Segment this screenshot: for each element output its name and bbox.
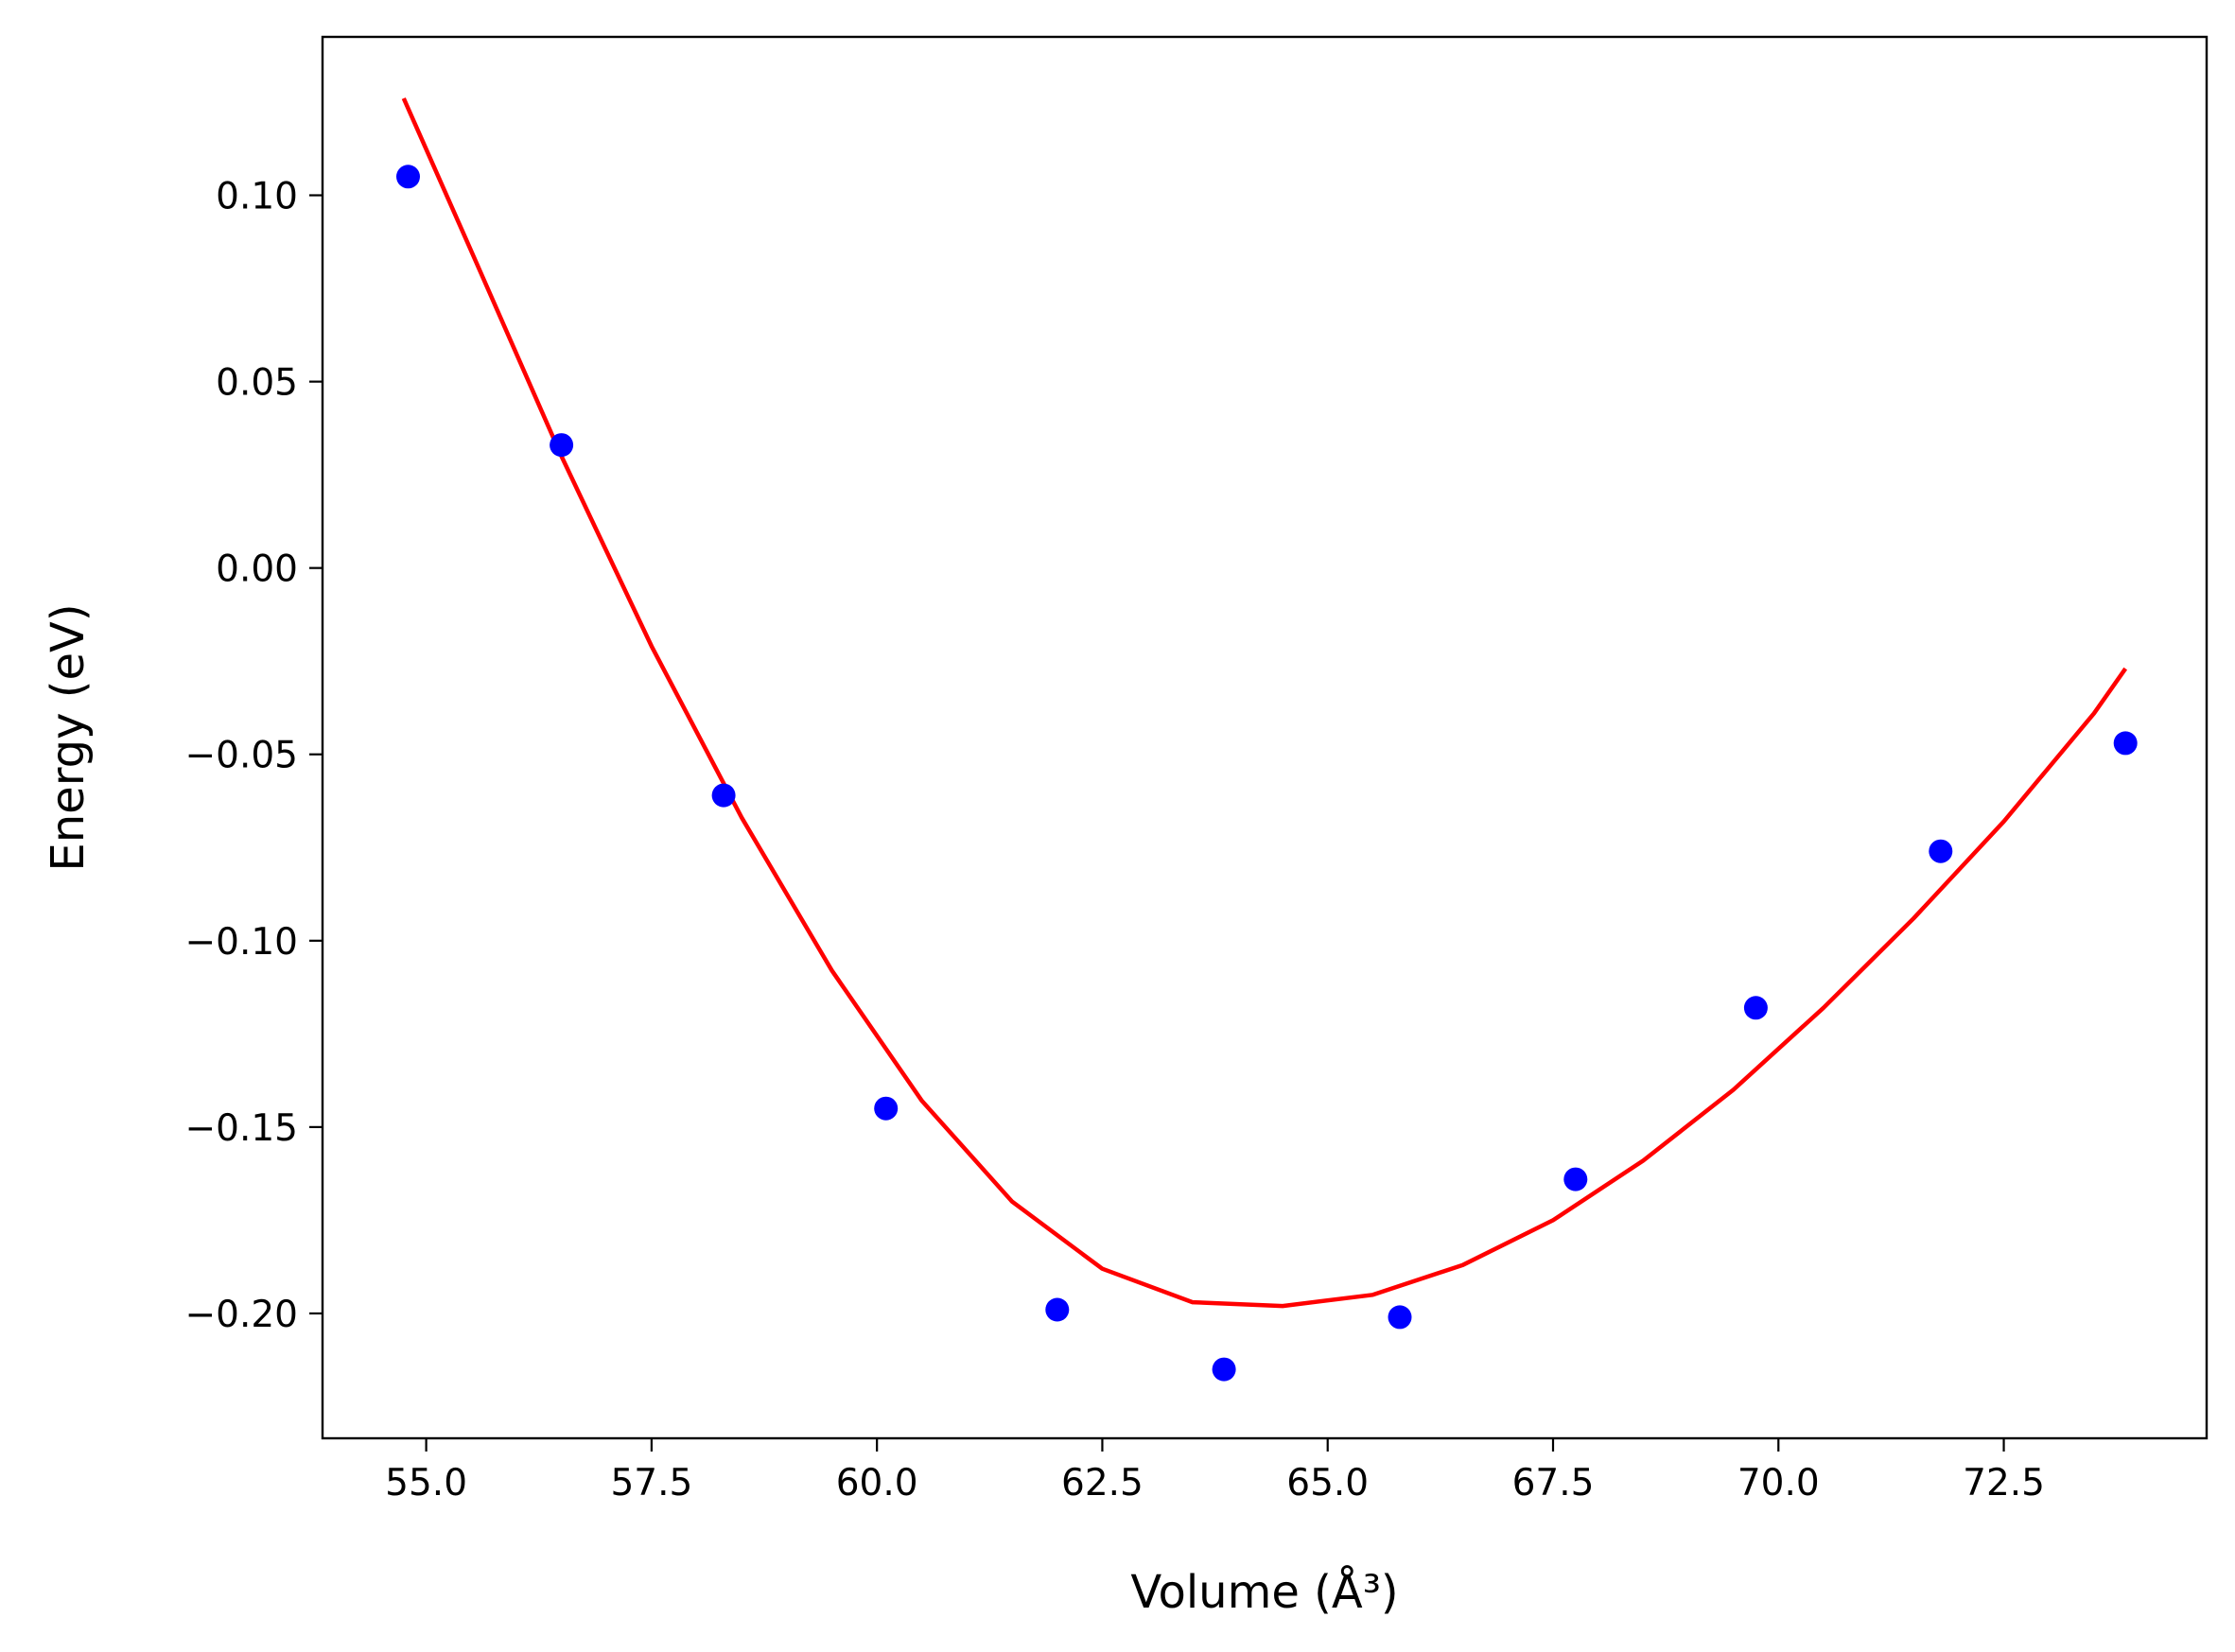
data-point xyxy=(1929,839,1953,863)
x-tick-label: 72.5 xyxy=(1963,1462,2045,1504)
y-tick-label: −0.15 xyxy=(184,1107,298,1150)
y-tick-label: −0.05 xyxy=(184,735,298,777)
data-point xyxy=(1045,1297,1070,1322)
x-tick-label: 60.0 xyxy=(836,1462,918,1504)
x-tick-label: 65.0 xyxy=(1286,1462,1369,1504)
axes-frame xyxy=(321,35,2209,1440)
x-axis-label: Volume (Å³) xyxy=(1130,1565,1398,1619)
x-tick-label: 70.0 xyxy=(1737,1462,1820,1504)
data-point xyxy=(2113,731,2138,756)
y-tick-label: 0.10 xyxy=(216,176,298,218)
plot-area xyxy=(396,97,2138,1382)
data-point xyxy=(1388,1305,1412,1330)
y-axis-label: Energy (eV) xyxy=(42,603,95,871)
data-point xyxy=(1743,996,1768,1020)
x-tick-label: 57.5 xyxy=(610,1462,692,1504)
y-tick-label: −0.20 xyxy=(184,1294,298,1336)
data-point xyxy=(1563,1167,1588,1191)
data-point xyxy=(1212,1357,1236,1382)
x-tick-label: 62.5 xyxy=(1061,1462,1144,1504)
fit-line xyxy=(401,97,2128,1309)
y-tick-label: 0.05 xyxy=(216,362,298,405)
data-point xyxy=(396,165,420,189)
data-point xyxy=(711,783,736,808)
ticks: 55.0 57.5 60.0 62.5 65.0 67.5 70.0 72.5 0.10 0.05… xyxy=(184,176,2044,1504)
y-tick-label: 0.00 xyxy=(216,548,298,591)
x-tick-label: 67.5 xyxy=(1512,1462,1595,1504)
y-tick-label: −0.10 xyxy=(184,921,298,964)
data-point xyxy=(874,1096,899,1121)
x-tick-label: 55.0 xyxy=(385,1462,467,1504)
data-point xyxy=(550,433,574,458)
